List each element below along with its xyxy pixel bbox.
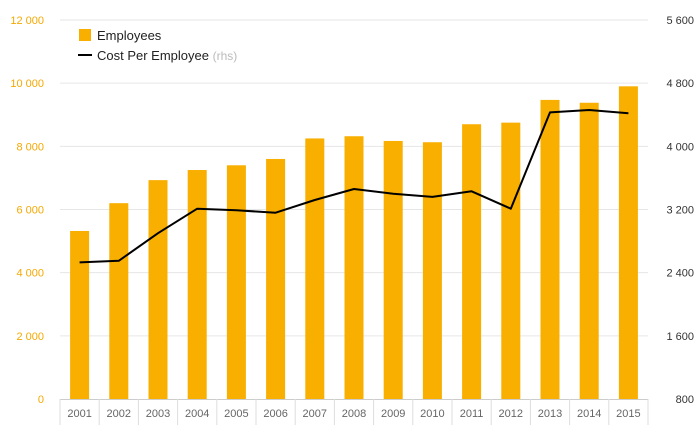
x-tick-label: 2006 bbox=[263, 408, 287, 420]
bar-employees-2005 bbox=[226, 165, 246, 399]
y-right-tick-label: 1 600 bbox=[666, 331, 694, 343]
y-right-tick-label: 3 200 bbox=[666, 205, 694, 217]
y-right-tick-label: 4 800 bbox=[666, 78, 694, 90]
x-tick-label: 2002 bbox=[107, 408, 131, 420]
line-cost-per-employee bbox=[79, 109, 629, 264]
x-tick-label: 2015 bbox=[616, 408, 640, 420]
y-right-tick-label: 5 600 bbox=[666, 15, 694, 27]
x-tick-label: 2013 bbox=[538, 408, 562, 420]
y-right-tick-label: 4 000 bbox=[666, 141, 694, 153]
x-tick-label: 2003 bbox=[146, 408, 170, 420]
legend: Employees Cost Per Employee (rhs) bbox=[78, 28, 237, 63]
y-left-tick-label: 10 000 bbox=[10, 78, 44, 90]
cost-line bbox=[79, 109, 629, 264]
x-tick-label: 2014 bbox=[577, 408, 601, 420]
x-tick-label: 2008 bbox=[342, 408, 366, 420]
bar-employees-2015 bbox=[618, 86, 638, 399]
legend-swatch-employees bbox=[79, 29, 91, 41]
legend-label-cost-per-employee: Cost Per Employee (rhs) bbox=[97, 48, 237, 63]
x-tick-label: 2012 bbox=[499, 408, 523, 420]
y-right-tick-label: 2 400 bbox=[666, 268, 694, 280]
bar-employees-2013 bbox=[540, 99, 560, 400]
x-tick-label: 2001 bbox=[67, 408, 91, 420]
y-left-tick-label: 8 000 bbox=[16, 141, 44, 153]
bar-employees-2012 bbox=[501, 122, 521, 399]
x-tick-label: 2011 bbox=[460, 408, 484, 420]
x-tick-label: 2007 bbox=[303, 408, 327, 420]
legend-suffix-rhs: (rhs) bbox=[213, 49, 238, 63]
y-left-tick-label: 4 000 bbox=[16, 268, 44, 280]
y-left-tick-label: 12 000 bbox=[10, 15, 44, 27]
employee-bars bbox=[70, 86, 638, 400]
legend-label-employees: Employees bbox=[97, 28, 162, 43]
bar-employees-2007 bbox=[305, 138, 325, 399]
bar-employees-2001 bbox=[70, 230, 90, 399]
x-tick-label: 2004 bbox=[185, 408, 209, 420]
bar-employees-2014 bbox=[579, 102, 599, 399]
x-tick-label: 2005 bbox=[224, 408, 248, 420]
x-tick-label: 2009 bbox=[381, 408, 405, 420]
y-left-tick-label: 0 bbox=[38, 394, 44, 406]
y-left-tick-label: 6 000 bbox=[16, 205, 44, 217]
bar-employees-2009 bbox=[383, 140, 403, 399]
bar-employees-2006 bbox=[266, 158, 286, 399]
axes: 0 2 000 4 000 6 000 8 000 10 000 12 000 800 1 60… bbox=[10, 15, 694, 425]
x-tick-label: 2010 bbox=[420, 408, 444, 420]
y-right-tick-label: 800 bbox=[676, 394, 694, 406]
bar-employees-2011 bbox=[462, 124, 482, 399]
y-left-tick-label: 2 000 bbox=[16, 331, 44, 343]
bar-employees-2004 bbox=[187, 170, 207, 399]
bar-employees-2003 bbox=[148, 180, 168, 399]
bar-employees-2010 bbox=[422, 142, 442, 400]
bar-employees-2002 bbox=[109, 203, 129, 399]
bar-employees-2008 bbox=[344, 136, 364, 399]
